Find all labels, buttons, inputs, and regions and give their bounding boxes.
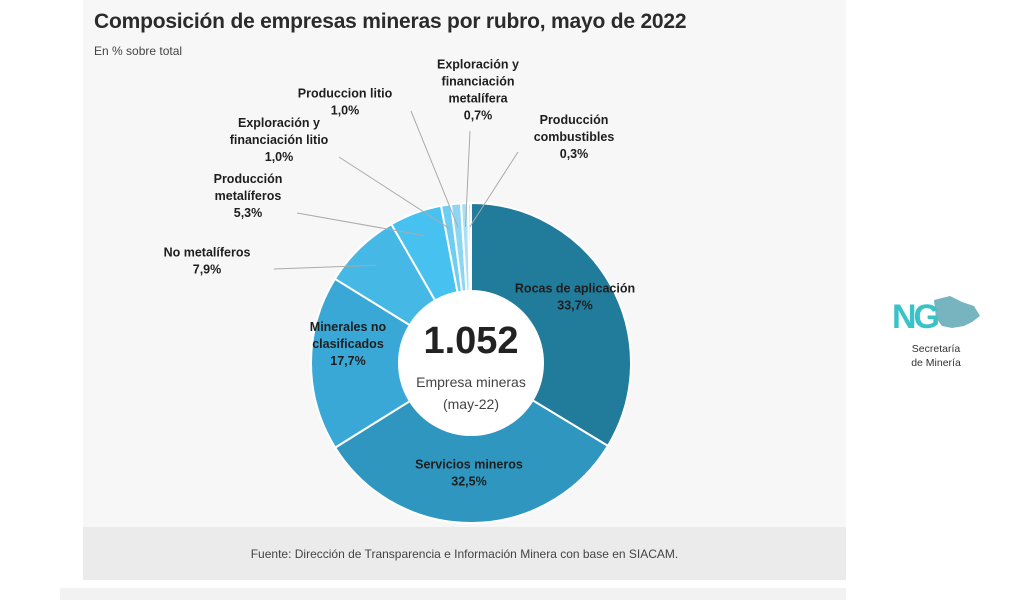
leader-line-exploracion-y-financiacion-metalifera — [464, 130, 471, 228]
source-footer: Fuente: Dirección de Transparencia e Inf… — [83, 527, 846, 580]
slice-label-minerales-no-clasificados: Minerales no clasificados 17,7% — [310, 320, 387, 368]
slice-label-produccion-metaliferos: Producción metalíferos 5,3% — [214, 172, 283, 220]
slice-value-text: 0,3% — [560, 147, 589, 161]
bottom-divider — [60, 588, 846, 600]
slice-label-exploracion-y-financiacion-litio: Exploración y financiación litio 1,0% — [230, 116, 329, 164]
logo-map-shape — [934, 296, 980, 328]
slice-category-text: metalífera — [448, 92, 508, 106]
slice-label-produccion-combustibles: Producción combustibles 0,3% — [534, 113, 615, 161]
slice-category-text: Produccion litio — [298, 87, 393, 101]
center-total: 1.052 — [423, 320, 518, 362]
slice-category-text: financiación litio — [230, 133, 329, 147]
leader-line-produccion-litio — [410, 110, 459, 228]
slice-value-text: 7,9% — [193, 263, 222, 277]
slice-category-text: financiación — [442, 75, 515, 89]
slice-value-text: 0,7% — [464, 109, 493, 123]
leader-line-produccion-metaliferos — [296, 212, 424, 236]
slice-value-text: 17,7% — [330, 354, 365, 368]
leader-line-produccion-combustibles — [469, 151, 519, 228]
slice-value-text: 1,0% — [265, 150, 294, 164]
logo-caption-line1: Secretaría — [911, 343, 961, 355]
donut-hole — [399, 291, 543, 435]
slice-category-text: No metalíferos — [164, 246, 251, 260]
slice-label-no-metaliferos: No metalíferos 7,9% — [164, 246, 251, 277]
logo-caption-line2: de Minería — [911, 357, 961, 369]
chart-title: Composición de empresas mineras por rubr… — [94, 10, 687, 33]
slice-category-text: Exploración y — [238, 116, 320, 130]
slice-value-text: 33,7% — [557, 299, 592, 313]
chart-subtitle: En % sobre total — [94, 44, 183, 58]
slice-category-text: Rocas de aplicación — [515, 282, 635, 296]
slice-label-exploracion-y-financiacion-metalifera: Exploración y financiación metalífera 0,7% — [437, 58, 519, 123]
slice-category-text: Producción — [540, 113, 609, 127]
slice-category-text: Minerales no — [310, 320, 387, 334]
leader-line-exploracion-y-financiacion-litio — [338, 156, 451, 230]
logo-mark: NG — [892, 298, 939, 336]
slice-label-rocas-de-aplicacion: Rocas de aplicación 33,7% — [515, 282, 635, 313]
slice-category-text: Exploración y — [437, 58, 519, 72]
slice-category-text: clasificados — [312, 337, 384, 351]
logo-caption: Secretaría de Minería — [886, 342, 986, 370]
slice-produccion-combustibles — [466, 201, 472, 293]
slice-value-text: 32,5% — [451, 475, 486, 489]
slice-category-text: metalíferos — [215, 189, 282, 203]
slice-labels: Rocas de aplicación 33,7% Servicios minero… — [164, 58, 636, 489]
slice-value-text: 5,3% — [234, 206, 263, 220]
slice-label-produccion-litio: Produccion litio 1,0% — [298, 87, 393, 118]
slice-category-text: Producción — [214, 172, 283, 186]
slice-category-text: Servicios mineros — [415, 458, 523, 472]
center-label-line2: (may-22) — [443, 396, 499, 412]
leader-line-no-metaliferos — [273, 264, 377, 270]
slice-label-servicios-mineros: Servicios mineros 32,5% — [415, 458, 523, 489]
ministry-logo: NG — [892, 296, 980, 336]
slice-category-text: combustibles — [534, 130, 615, 144]
leader-lines — [273, 110, 519, 270]
source-text: Fuente: Dirección de Transparencia e Inf… — [250, 546, 679, 561]
center-label-line1: Empresa mineras — [416, 374, 526, 390]
slice-value-text: 1,0% — [331, 104, 360, 118]
